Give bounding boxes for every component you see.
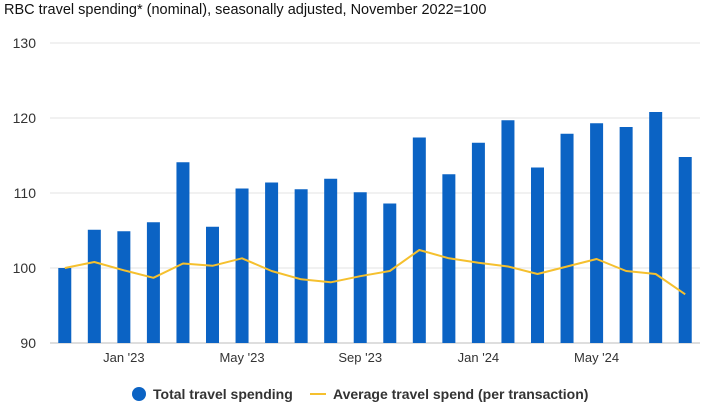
line-point[interactable] <box>682 291 688 297</box>
bar[interactable] <box>412 137 426 344</box>
line-point[interactable] <box>121 267 127 273</box>
bar[interactable] <box>678 157 692 343</box>
y-tick-label: 110 <box>14 185 37 201</box>
x-tick-label: May '24 <box>574 350 619 365</box>
line-point[interactable] <box>446 255 452 261</box>
line-point[interactable] <box>239 255 245 261</box>
line-point[interactable] <box>505 264 511 270</box>
bar[interactable] <box>324 178 338 343</box>
line-point[interactable] <box>180 261 186 267</box>
bar[interactable] <box>353 192 367 343</box>
x-tick-label: Jan '24 <box>458 350 500 365</box>
line-point[interactable] <box>564 264 570 270</box>
bar[interactable] <box>294 189 308 343</box>
y-tick-label: 120 <box>13 110 37 126</box>
bar[interactable] <box>265 182 279 344</box>
legend-bar-swatch[interactable] <box>132 387 146 401</box>
legend-label[interactable]: Average travel spend (per transaction) <box>333 386 588 402</box>
line-point[interactable] <box>416 247 422 253</box>
bar[interactable] <box>590 123 604 343</box>
bar[interactable] <box>471 142 485 343</box>
x-tick-label: Sep '23 <box>338 350 382 365</box>
bar[interactable] <box>87 229 101 343</box>
bar[interactable] <box>58 268 72 343</box>
x-tick-label: May '23 <box>219 350 264 365</box>
x-tick-label: Jan '23 <box>103 350 145 365</box>
y-tick-label: 130 <box>13 35 37 51</box>
bar[interactable] <box>560 133 574 343</box>
line-point[interactable] <box>269 268 275 274</box>
bar[interactable] <box>146 222 160 343</box>
bar[interactable] <box>619 127 633 343</box>
bar[interactable] <box>117 231 131 343</box>
x-axis-ticks: Jan '23 May '23 Sep '23 Jan '24 May '24 <box>103 350 619 365</box>
line-point[interactable] <box>91 259 97 265</box>
line-point[interactable] <box>150 275 156 281</box>
bar-series <box>58 112 692 344</box>
line-point[interactable] <box>594 256 600 262</box>
line-point[interactable] <box>535 271 541 277</box>
line-point[interactable] <box>623 268 629 274</box>
line-point[interactable] <box>62 265 68 271</box>
bar[interactable] <box>531 167 544 344</box>
line-point[interactable] <box>210 263 216 269</box>
line-point[interactable] <box>328 279 334 285</box>
line-series <box>62 247 688 297</box>
chart-title: RBC travel spending* (nominal), seasonal… <box>4 2 487 18</box>
line-point[interactable] <box>298 276 304 282</box>
bar[interactable] <box>383 203 397 344</box>
y-tick-label: 90 <box>20 335 36 351</box>
y-axis-ticks: 90 100 110 120 130 <box>13 35 37 351</box>
line-point[interactable] <box>653 271 659 277</box>
bar[interactable] <box>206 226 219 343</box>
line-point[interactable] <box>387 268 393 274</box>
line-point[interactable] <box>475 260 481 266</box>
bar[interactable] <box>176 162 190 343</box>
legend-label[interactable]: Total travel spending <box>153 386 293 402</box>
y-tick-label: 100 <box>13 260 37 276</box>
average-spend-line[interactable] <box>64 249 686 296</box>
legend[interactable]: Total travel spending Average travel spen… <box>132 386 588 402</box>
bar[interactable] <box>649 112 663 343</box>
bar[interactable] <box>235 188 249 344</box>
line-point[interactable] <box>357 273 363 279</box>
bar[interactable] <box>501 120 515 343</box>
